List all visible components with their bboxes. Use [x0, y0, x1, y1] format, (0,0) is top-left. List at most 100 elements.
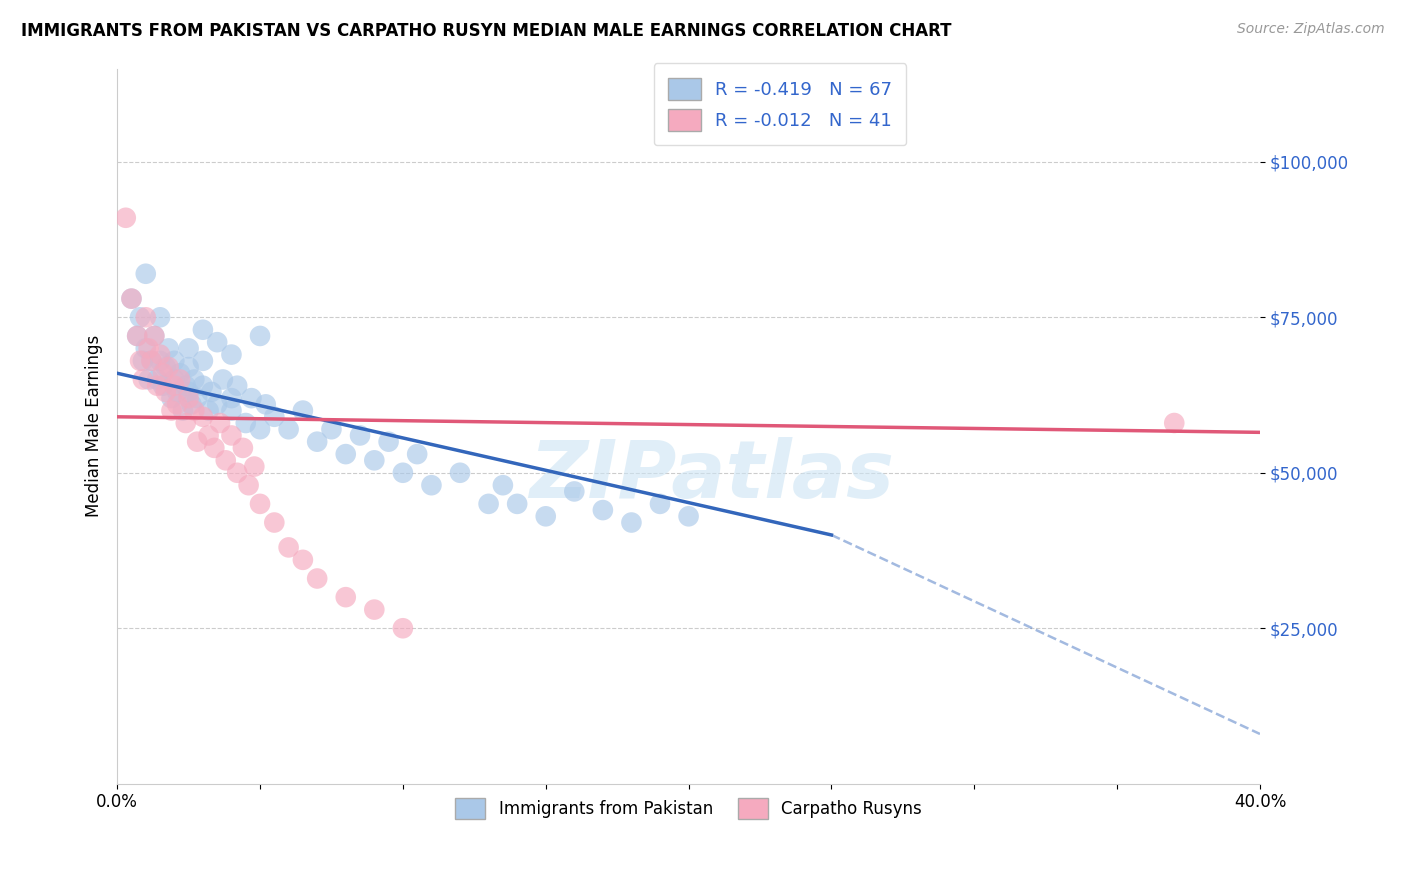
Point — [177, 391, 200, 405]
Point — [205, 397, 228, 411]
Point — [349, 428, 371, 442]
Point — [221, 391, 243, 405]
Point — [174, 378, 197, 392]
Point — [160, 391, 183, 405]
Point — [240, 391, 263, 405]
Point — [620, 516, 643, 530]
Point — [132, 354, 155, 368]
Point — [363, 602, 385, 616]
Point — [221, 348, 243, 362]
Point — [135, 342, 157, 356]
Point — [172, 403, 194, 417]
Point — [177, 359, 200, 374]
Point — [335, 447, 357, 461]
Point — [132, 372, 155, 386]
Point — [392, 466, 415, 480]
Point — [197, 403, 219, 417]
Point — [420, 478, 443, 492]
Point — [202, 441, 225, 455]
Point — [121, 292, 143, 306]
Point — [254, 397, 277, 411]
Point — [249, 497, 271, 511]
Point — [191, 378, 214, 392]
Point — [406, 447, 429, 461]
Point — [249, 422, 271, 436]
Point — [155, 359, 177, 374]
Point — [129, 310, 152, 325]
Point — [263, 516, 285, 530]
Point — [143, 329, 166, 343]
Text: ZIPatlas: ZIPatlas — [529, 437, 894, 516]
Point — [1163, 416, 1185, 430]
Point — [200, 384, 222, 399]
Point — [226, 466, 249, 480]
Point — [307, 434, 329, 449]
Point — [157, 359, 180, 374]
Point — [249, 329, 271, 343]
Point — [492, 478, 515, 492]
Point — [226, 378, 249, 392]
Point — [478, 497, 501, 511]
Point — [506, 497, 529, 511]
Point — [191, 323, 214, 337]
Point — [146, 378, 169, 392]
Point — [135, 267, 157, 281]
Point — [307, 572, 329, 586]
Point — [648, 497, 671, 511]
Point — [377, 434, 399, 449]
Point — [232, 441, 254, 455]
Point — [209, 416, 232, 430]
Point — [174, 416, 197, 430]
Point — [163, 378, 186, 392]
Point — [212, 372, 235, 386]
Point — [238, 478, 260, 492]
Point — [180, 397, 202, 411]
Point — [449, 466, 471, 480]
Point — [149, 354, 172, 368]
Point — [291, 403, 314, 417]
Point — [169, 372, 191, 386]
Point — [166, 384, 188, 399]
Point — [141, 354, 163, 368]
Point — [157, 342, 180, 356]
Point — [146, 372, 169, 386]
Point — [186, 391, 208, 405]
Point — [678, 509, 700, 524]
Point — [152, 378, 174, 392]
Point — [163, 354, 186, 368]
Y-axis label: Median Male Earnings: Median Male Earnings — [86, 335, 103, 517]
Point — [127, 329, 149, 343]
Point — [291, 553, 314, 567]
Point — [183, 372, 205, 386]
Point — [160, 403, 183, 417]
Text: Source: ZipAtlas.com: Source: ZipAtlas.com — [1237, 22, 1385, 37]
Point — [321, 422, 343, 436]
Legend: Immigrants from Pakistan, Carpatho Rusyns: Immigrants from Pakistan, Carpatho Rusyn… — [449, 792, 928, 825]
Point — [177, 342, 200, 356]
Point — [205, 335, 228, 350]
Point — [277, 541, 299, 555]
Point — [169, 366, 191, 380]
Point — [235, 416, 257, 430]
Point — [138, 372, 160, 386]
Point — [197, 428, 219, 442]
Point — [143, 329, 166, 343]
Point — [155, 384, 177, 399]
Point — [335, 590, 357, 604]
Point — [363, 453, 385, 467]
Point — [562, 484, 585, 499]
Point — [191, 354, 214, 368]
Point — [243, 459, 266, 474]
Point — [121, 292, 143, 306]
Point — [152, 366, 174, 380]
Point — [215, 453, 238, 467]
Point — [141, 354, 163, 368]
Point — [177, 384, 200, 399]
Point — [534, 509, 557, 524]
Point — [263, 409, 285, 424]
Point — [166, 397, 188, 411]
Point — [135, 310, 157, 325]
Point — [114, 211, 136, 225]
Point — [127, 329, 149, 343]
Point — [186, 434, 208, 449]
